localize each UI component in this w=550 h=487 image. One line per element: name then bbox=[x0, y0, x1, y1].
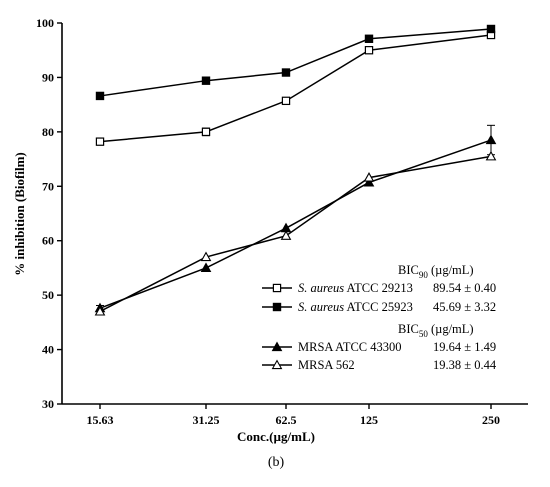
data-point-open-triangle bbox=[200, 251, 212, 262]
series-3 bbox=[94, 124, 497, 313]
legend-value: 19.38 ± 0.44 bbox=[433, 358, 497, 372]
data-point-open-square bbox=[364, 46, 374, 55]
y-tick-label: 80 bbox=[42, 125, 54, 139]
data-point-open-square bbox=[272, 283, 282, 293]
legend-value: 89.54 ± 0.40 bbox=[433, 281, 496, 295]
data-point-open-square bbox=[95, 137, 105, 146]
legend-header-bic50: BIC50 (µg/mL) bbox=[398, 322, 474, 339]
x-tick-label: 62.5 bbox=[276, 413, 297, 427]
legend-value: 19.64 ± 1.49 bbox=[433, 340, 496, 354]
data-point-open-triangle bbox=[94, 305, 106, 316]
y-tick-label: 60 bbox=[42, 234, 54, 248]
series-2 bbox=[95, 24, 496, 101]
y-tick-label: 30 bbox=[42, 397, 54, 411]
data-point-open-square bbox=[281, 96, 291, 106]
data-point-filled-triangle bbox=[271, 341, 283, 352]
data-point-filled-square bbox=[201, 76, 211, 85]
legend: BIC90 (µg/mL) BIC50 (µg/mL) S. aureus ATCC… bbox=[262, 263, 497, 372]
data-point-open-square bbox=[201, 127, 211, 137]
data-point-filled-square bbox=[364, 34, 374, 43]
legend-label: S. aureus ATCC 29213 bbox=[298, 281, 413, 295]
legend-value: 45.69 ± 3.32 bbox=[433, 300, 496, 314]
legend-label: MRSA 562 bbox=[298, 358, 355, 372]
y-tick-label: 50 bbox=[42, 288, 54, 302]
data-point-open-triangle bbox=[485, 150, 497, 161]
legend-label: S. aureus ATCC 25923 bbox=[298, 300, 413, 314]
y-axis-title: % inhibition (Biofilm) bbox=[12, 152, 27, 276]
data-point-open-triangle bbox=[363, 172, 375, 182]
y-tick-label: 100 bbox=[36, 16, 54, 30]
x-tick-label: 15.63 bbox=[87, 413, 114, 427]
y-tick-label: 70 bbox=[42, 179, 54, 193]
y-tick-label: 90 bbox=[42, 70, 54, 84]
data-point-filled-triangle bbox=[485, 134, 497, 145]
data-point-filled-square bbox=[95, 91, 105, 101]
data-point-filled-triangle bbox=[200, 262, 212, 272]
series-1 bbox=[95, 30, 496, 146]
x-tick-label: 31.25 bbox=[193, 413, 220, 427]
y-tick-label: 40 bbox=[42, 343, 54, 357]
data-point-open-triangle bbox=[271, 359, 283, 370]
series-4 bbox=[94, 150, 497, 316]
legend-label: MRSA ATCC 43300 bbox=[298, 340, 402, 354]
data-point-filled-square bbox=[281, 68, 291, 77]
data-point-filled-triangle bbox=[363, 176, 375, 187]
axes bbox=[61, 23, 528, 405]
ticks: 30 40 50 60 70 80 90 100 15.63 31.25 62.5 125 250 bbox=[36, 16, 500, 427]
x-tick-label: 125 bbox=[360, 413, 378, 427]
x-tick-label: 250 bbox=[482, 413, 500, 427]
data-point-filled-square bbox=[486, 24, 496, 34]
legend-header-bic90: BIC90 (µg/mL) bbox=[398, 263, 474, 280]
data-point-filled-square bbox=[272, 302, 282, 312]
series-line bbox=[99, 28, 492, 97]
data-point-open-triangle bbox=[280, 230, 292, 240]
series-line bbox=[99, 34, 492, 143]
panel-label: (b) bbox=[268, 455, 285, 470]
x-axis-title: Conc.(µg/mL) bbox=[237, 429, 315, 444]
series-lines bbox=[94, 24, 497, 316]
